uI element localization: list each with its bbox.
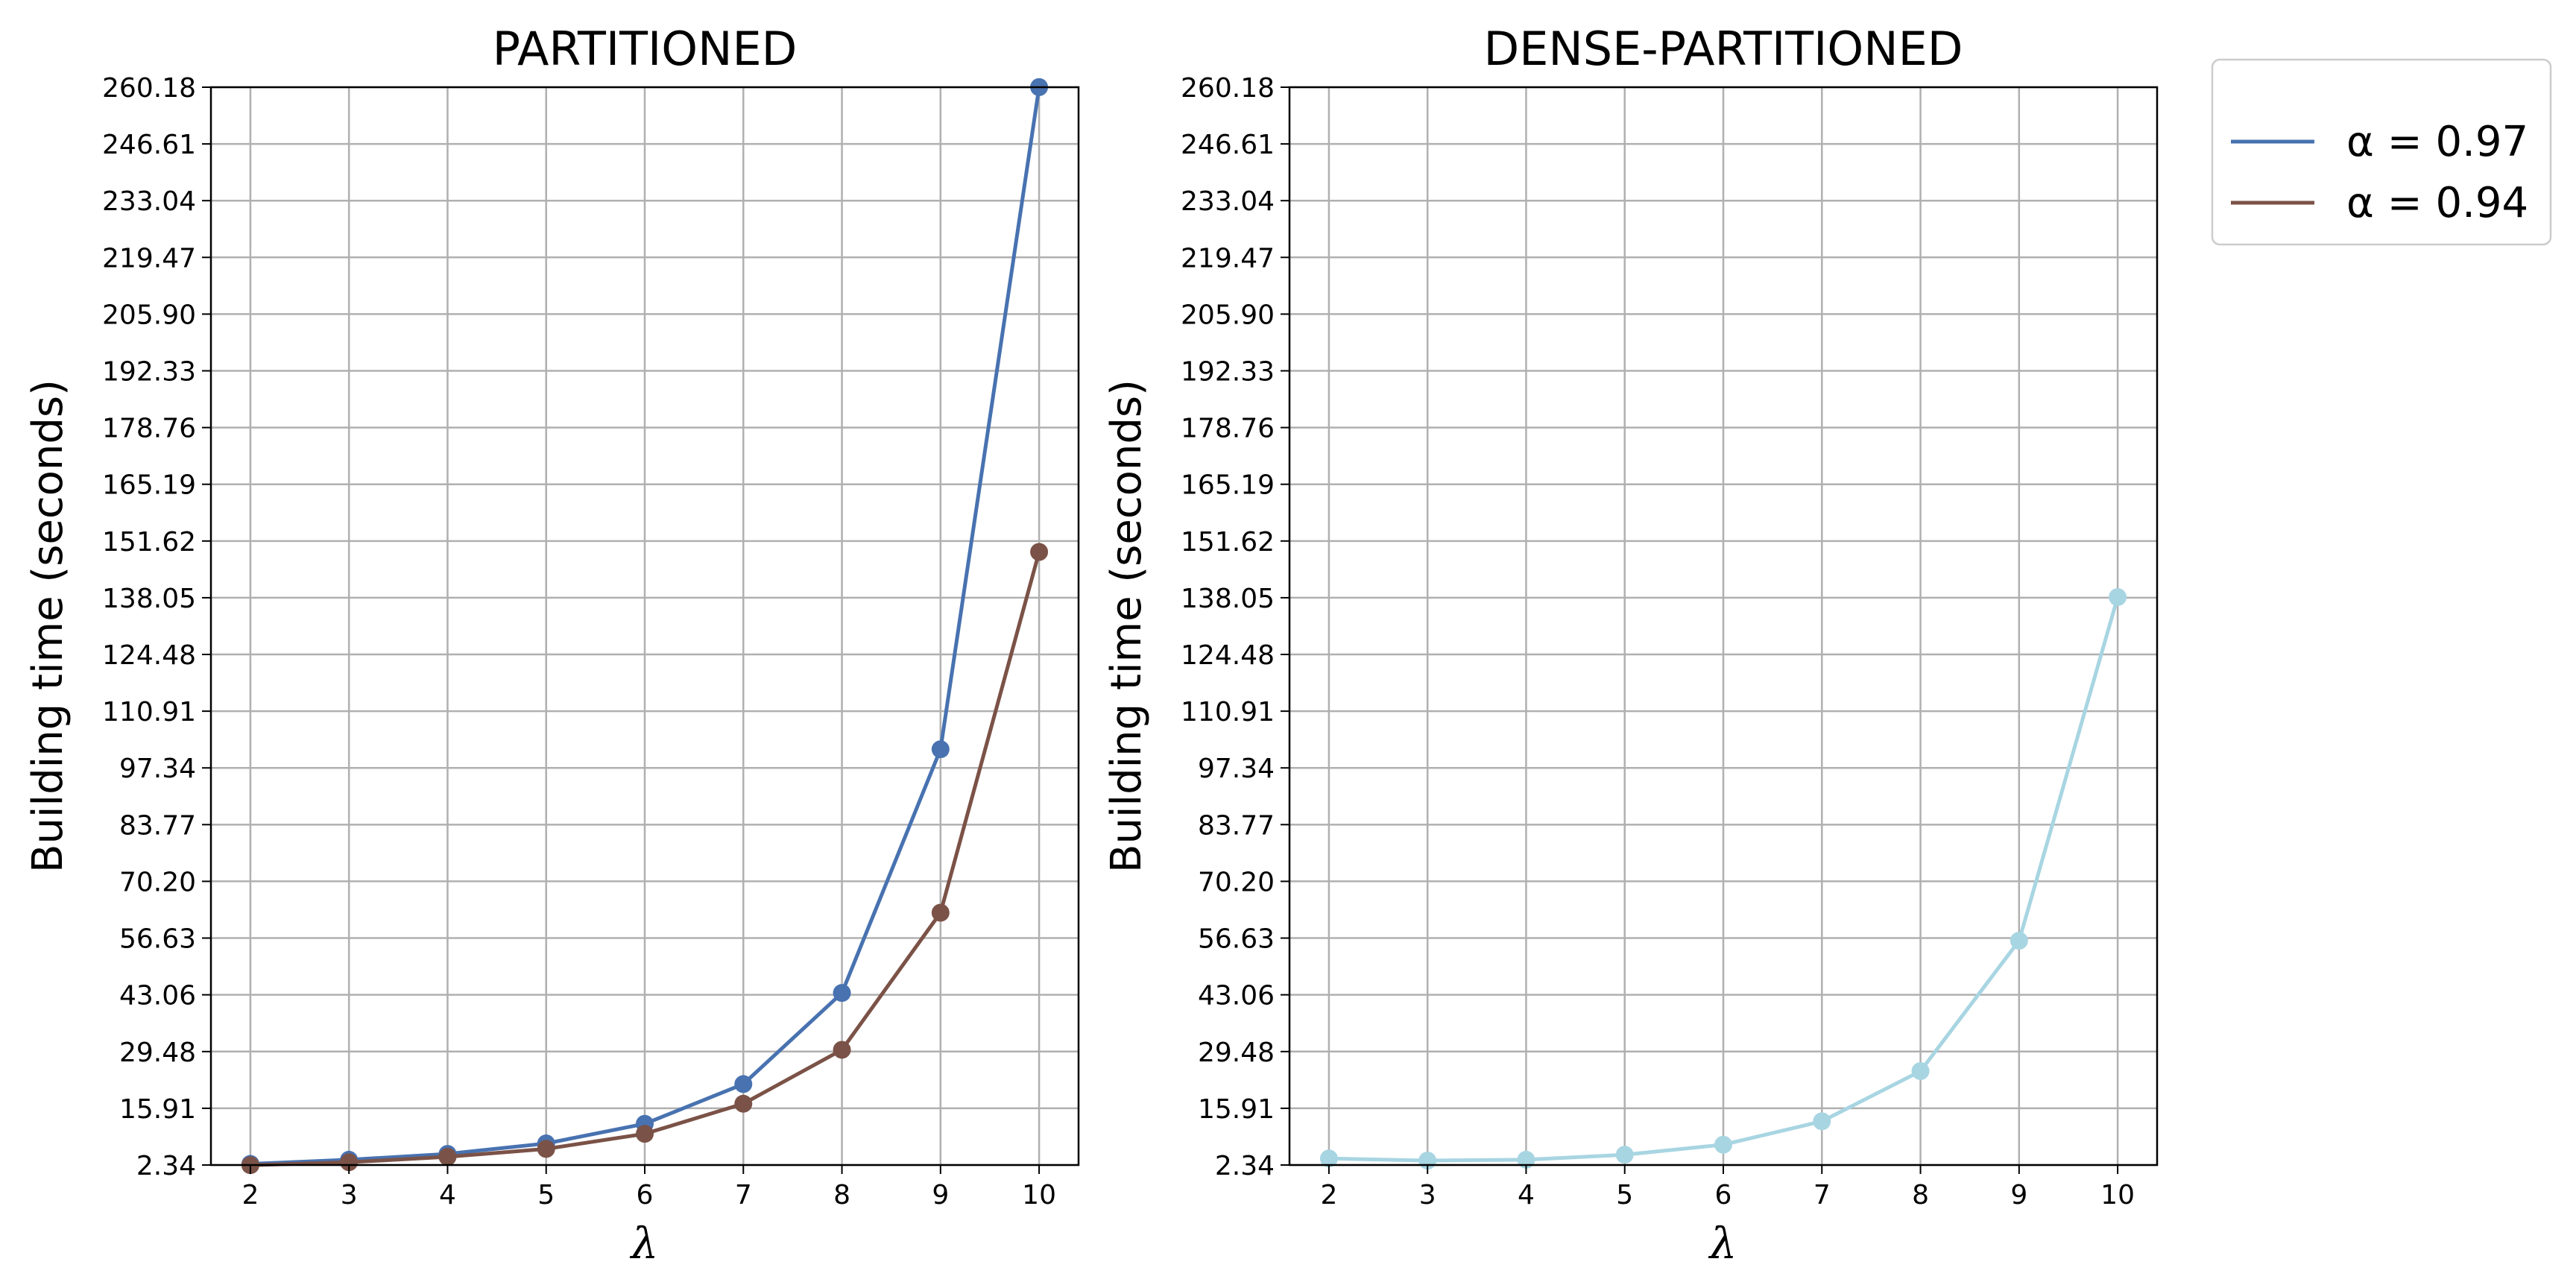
y-tick-label: 124.48 — [102, 640, 196, 671]
y-tick-label: 29.48 — [119, 1038, 196, 1068]
y-axis-label: Building time (seconds) — [24, 379, 72, 873]
data-point — [2109, 588, 2127, 607]
data-point — [1030, 543, 1049, 561]
data-point — [931, 740, 950, 759]
data-point — [833, 984, 851, 1003]
y-tick-label: 260.18 — [1181, 73, 1275, 104]
x-tick-label: 4 — [439, 1180, 456, 1210]
y-tick-label: 205.90 — [1181, 300, 1275, 330]
data-point — [1714, 1135, 1732, 1154]
x-tick-label: 5 — [1616, 1180, 1633, 1210]
x-tick-label: 10 — [1022, 1180, 1056, 1210]
data-point — [537, 1140, 555, 1158]
data-point — [1615, 1146, 1634, 1164]
y-tick-label: 97.34 — [1198, 754, 1275, 784]
x-tick-label: 10 — [2100, 1180, 2135, 1210]
chart-title: DENSE-PARTITIONED — [1483, 22, 1963, 76]
x-tick-label: 8 — [833, 1180, 850, 1210]
data-point — [931, 903, 950, 922]
x-tick-label: 2 — [1320, 1180, 1337, 1210]
y-tick-label: 15.91 — [119, 1094, 196, 1125]
y-tick-label: 138.05 — [1181, 584, 1275, 614]
y-tick-label: 124.48 — [1181, 640, 1275, 671]
x-tick-label: 2 — [242, 1180, 259, 1210]
y-tick-label: 260.18 — [102, 73, 196, 104]
y-tick-label: 192.33 — [102, 357, 196, 388]
y-tick-label: 246.61 — [102, 130, 196, 160]
data-point — [438, 1148, 457, 1167]
data-point — [1911, 1062, 1930, 1081]
x-tick-label: 3 — [1419, 1180, 1436, 1210]
y-tick-label: 83.77 — [1198, 810, 1275, 841]
legend-label: α = 0.97 — [2346, 118, 2528, 166]
data-point — [340, 1153, 359, 1172]
data-point — [2010, 932, 2028, 950]
data-point — [1813, 1112, 1831, 1131]
y-tick-label: 178.76 — [102, 414, 196, 444]
y-tick-label: 219.47 — [102, 243, 196, 274]
y-tick-label: 219.47 — [1181, 243, 1275, 274]
legend-box — [2211, 58, 2552, 246]
y-tick-label: 15.91 — [1198, 1094, 1275, 1125]
x-tick-label: 6 — [637, 1180, 654, 1210]
y-tick-label: 83.77 — [119, 810, 196, 841]
y-tick-label: 165.19 — [1181, 470, 1275, 501]
legend: α = 0.97 α = 0.94 — [2211, 58, 2552, 246]
legend-label: α = 0.94 — [2346, 179, 2528, 227]
y-tick-label: 192.33 — [1181, 357, 1275, 388]
x-tick-label: 7 — [1813, 1180, 1831, 1210]
y-tick-label: 70.20 — [119, 867, 196, 897]
y-tick-label: 56.63 — [119, 924, 196, 955]
y-tick-label: 2.34 — [1215, 1151, 1275, 1181]
y-tick-label: 151.62 — [1181, 527, 1275, 558]
y-tick-label: 178.76 — [1181, 414, 1275, 444]
y-tick-label: 151.62 — [102, 527, 196, 558]
y-tick-label: 43.06 — [119, 981, 196, 1011]
x-tick-label: 7 — [735, 1180, 752, 1210]
y-tick-label: 233.04 — [1181, 186, 1275, 217]
dense-partitioned-chart: 2.34 15.91 29.48 43.06 56.63 70.20 83.77 97.34 1… — [1102, 22, 2159, 1269]
x-tick-label: 5 — [537, 1180, 555, 1210]
data-point — [636, 1125, 654, 1143]
partitioned-chart: 2.34 15.91 29.48 43.06 56.63 70.20 83.77 97.34 1… — [24, 22, 1080, 1269]
y-axis-label: Building time (seconds) — [1102, 379, 1151, 873]
y-tick-label: 138.05 — [102, 584, 196, 614]
y-tick-label: 205.90 — [102, 300, 196, 330]
data-point — [833, 1041, 851, 1059]
y-tick-label: 70.20 — [1198, 867, 1275, 897]
x-tick-label: 3 — [341, 1180, 358, 1210]
y-tick-label: 43.06 — [1198, 981, 1275, 1011]
y-tick-label: 246.61 — [1181, 130, 1275, 160]
data-point — [1319, 1149, 1338, 1168]
x-tick-label: 6 — [1715, 1180, 1732, 1210]
y-tick-label: 2.34 — [136, 1151, 196, 1181]
y-tick-label: 110.91 — [1181, 697, 1275, 727]
y-tick-label: 233.04 — [102, 186, 196, 217]
x-tick-label: 9 — [2010, 1180, 2027, 1210]
y-tick-label: 110.91 — [102, 697, 196, 727]
data-point — [734, 1094, 753, 1113]
data-point — [734, 1075, 753, 1093]
x-tick-label: 8 — [1912, 1180, 1929, 1210]
x-axis-label: λ — [630, 1218, 659, 1269]
x-axis-label: λ — [1708, 1218, 1737, 1269]
x-tick-label: 9 — [932, 1180, 949, 1210]
y-tick-label: 56.63 — [1198, 924, 1275, 955]
chart-title: PARTITIONED — [493, 22, 798, 76]
y-tick-label: 165.19 — [102, 470, 196, 501]
y-tick-label: 97.34 — [119, 754, 196, 784]
y-tick-label: 29.48 — [1198, 1038, 1275, 1068]
x-tick-label: 4 — [1518, 1180, 1535, 1210]
